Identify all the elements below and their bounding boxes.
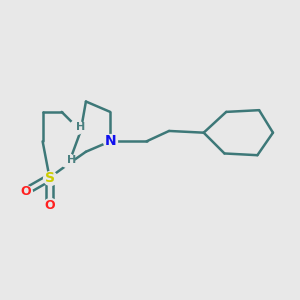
Text: H: H <box>76 122 85 133</box>
Text: H: H <box>67 155 76 165</box>
Text: O: O <box>44 199 55 212</box>
Text: N: N <box>104 134 116 148</box>
Text: O: O <box>20 185 31 198</box>
Text: S: S <box>44 171 55 185</box>
